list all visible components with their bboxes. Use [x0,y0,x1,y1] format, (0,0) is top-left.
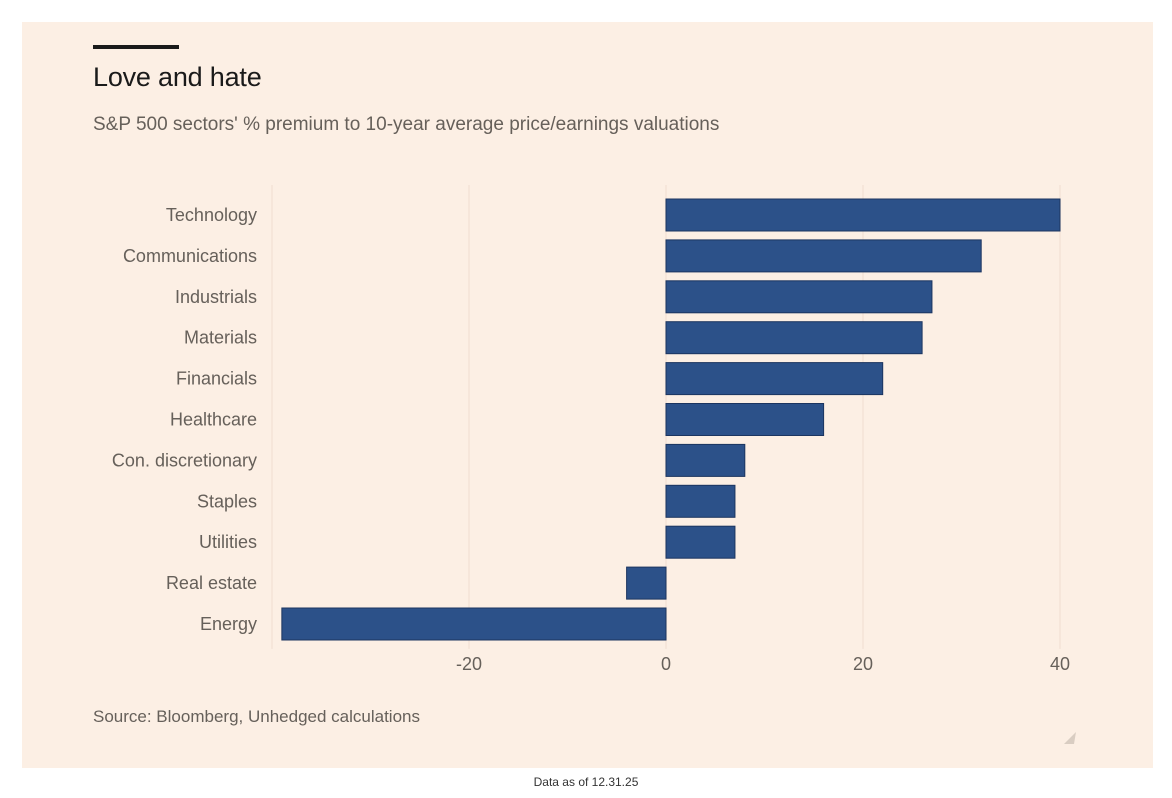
chart-subtitle: S&P 500 sectors' % premium to 10-year av… [93,114,720,135]
data-date-footnote: Data as of 12.31.25 [533,775,639,789]
category-label: Financials [176,369,257,389]
bar-real-estate [626,566,667,600]
title-rule [93,45,179,49]
x-tick-label: -20 [456,654,482,674]
x-tick-labels: -20 0 20 40 [456,654,1070,674]
bar-technology [665,198,1061,232]
x-tick-label: 20 [853,654,873,674]
ft-corner-icon [1064,732,1076,744]
x-tick-label: 0 [661,654,671,674]
bar-healthcare [665,403,825,436]
category-label: Con. discretionary [112,450,257,470]
bar-materials [665,321,923,355]
bar-con-discretionary [665,443,746,477]
category-label: Communications [123,246,257,266]
category-label: Utilities [199,532,257,552]
category-label: Staples [197,491,257,511]
bar-communications [665,239,982,273]
chart-title: Love and hate [93,62,262,92]
bar-utilities [665,525,736,559]
bars [281,198,1061,641]
category-label: Energy [200,614,257,634]
bar-financials [665,362,884,396]
category-label: Real estate [166,573,257,593]
category-label: Industrials [175,287,257,307]
category-label: Materials [184,328,257,348]
category-label: Technology [166,205,257,225]
bar-staples [665,484,736,518]
source-note: Source: Bloomberg, Unhedged calculations [93,707,420,726]
bar-industrials [665,280,933,314]
x-tick-label: 40 [1050,654,1070,674]
bar-energy [281,607,667,641]
category-label: Healthcare [170,410,257,430]
category-labels: Technology Communications Industrials Mater… [112,205,257,634]
chart-card: Love and hate S&P 500 sectors' % premium… [22,22,1153,768]
